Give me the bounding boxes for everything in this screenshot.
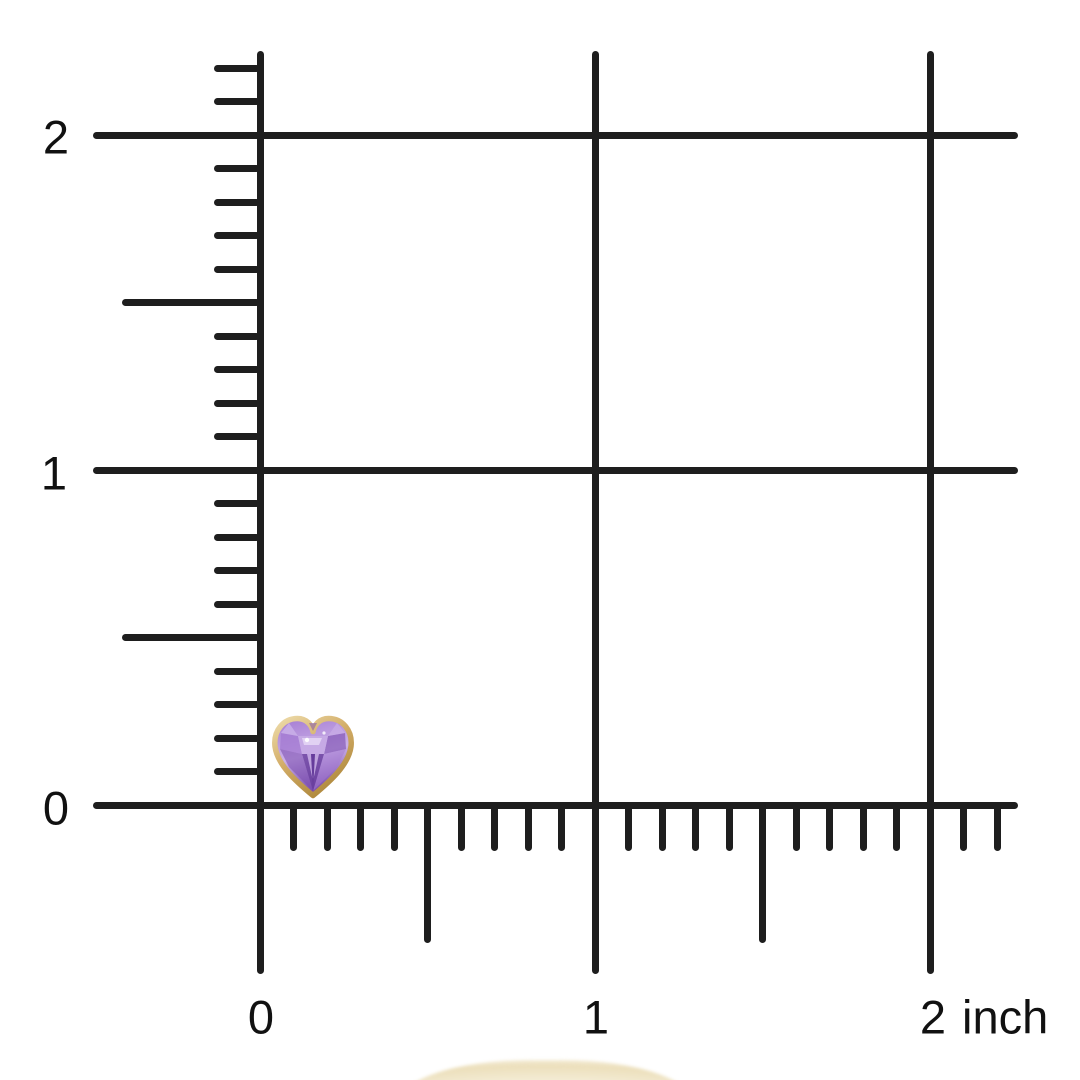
y-ruler-tick: [214, 600, 260, 608]
x-ruler-tick: [859, 805, 867, 851]
x-ruler-tick: [457, 805, 465, 851]
x-axis-label-2: 2: [919, 990, 947, 1044]
x-ruler-tick: [424, 805, 431, 943]
y-ruler-tick: [214, 198, 260, 206]
grid-line-horizontal-1: [93, 466, 1018, 474]
x-axis-label-0: 0: [247, 990, 275, 1044]
x-ruler-tick: [960, 805, 967, 851]
x-axis-label-1: 1: [582, 990, 610, 1044]
y-ruler-tick: [214, 366, 260, 373]
x-ruler-tick: [524, 805, 532, 851]
y-ruler-tick: [214, 433, 260, 440]
x-ruler-tick: [725, 805, 733, 851]
x-ruler-tick: [792, 805, 800, 851]
x-ruler-tick: [893, 805, 900, 851]
cropped-object-edge: [396, 1060, 696, 1080]
x-ruler-tick: [290, 805, 297, 851]
x-ruler-tick: [625, 805, 632, 851]
x-ruler-tick: [390, 805, 398, 851]
y-ruler-tick: [214, 500, 260, 507]
y-ruler-tick: [214, 98, 260, 105]
y-ruler-tick: [214, 165, 260, 172]
y-ruler-tick: [214, 64, 260, 72]
y-axis-label-1: 1: [40, 446, 68, 500]
y-ruler-tick: [214, 232, 260, 239]
amethyst-heart-gem: [272, 715, 354, 799]
grid-line-vertical-2: [926, 51, 934, 974]
gem-facets: [280, 723, 346, 791]
x-ruler-tick: [692, 805, 699, 851]
y-axis-label-0: 0: [42, 781, 70, 835]
grid-line-vertical-1: [591, 51, 599, 974]
y-ruler-tick: [214, 768, 260, 775]
y-ruler-tick: [214, 701, 260, 708]
x-ruler-tick: [993, 805, 1001, 851]
x-ruler-tick: [759, 805, 766, 943]
y-axis-label-2: 2: [42, 110, 70, 164]
y-ruler-tick: [214, 734, 260, 742]
y-ruler-tick: [214, 332, 260, 340]
x-ruler-tick: [558, 805, 565, 851]
grid-line-horizontal-2: [93, 801, 1018, 809]
y-ruler-tick: [122, 634, 260, 641]
y-ruler-tick: [214, 265, 260, 273]
grid-line-vertical-0: [256, 51, 264, 974]
y-ruler-tick: [214, 567, 260, 574]
y-ruler-tick: [122, 299, 260, 306]
x-ruler-tick: [491, 805, 498, 851]
y-ruler-tick: [214, 667, 260, 675]
x-ruler-tick: [826, 805, 833, 851]
grid-line-horizontal-0: [93, 131, 1018, 139]
x-ruler-tick: [323, 805, 331, 851]
y-ruler-tick: [214, 533, 260, 541]
unit-label-inch: inch: [962, 990, 1049, 1044]
y-ruler-tick: [214, 399, 260, 407]
x-ruler-tick: [357, 805, 364, 851]
x-ruler-tick: [658, 805, 666, 851]
